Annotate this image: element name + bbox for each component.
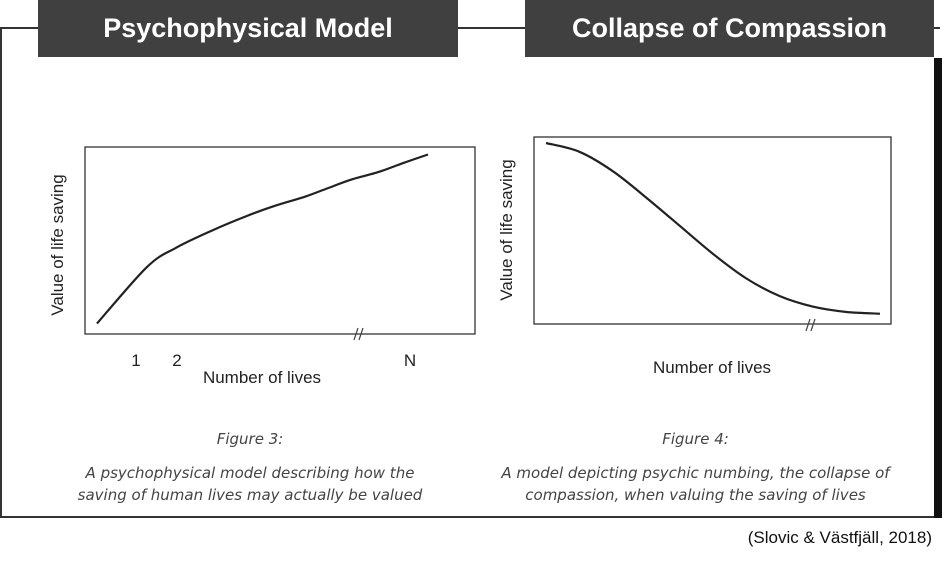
plot-area [84, 146, 476, 335]
x-tick-label: N [404, 351, 416, 370]
figure-3-text-line: saving of human lives may actually be va… [77, 486, 423, 504]
series-line [96, 153, 429, 325]
header-collapse-of-compassion: Collapse of Compassion [525, 0, 934, 57]
y-axis-label: Value of life saving [48, 174, 67, 315]
figure-3-caption: Figure 3: A psychophysical model describ… [50, 428, 450, 506]
axis-break-mark [353, 327, 364, 341]
series-line [545, 141, 881, 315]
citation: (Slovic & Västfjäll, 2018) [747, 528, 932, 547]
x-tick-label: 1 [131, 351, 140, 370]
plot-area [533, 136, 892, 325]
figure-4-caption: Figure 4: A model depicting psychic numb… [488, 428, 903, 506]
figure-3-title: Figure 3: [216, 430, 284, 448]
chart-collapse-of-compassion: Value of life saving Number of lives [497, 136, 892, 377]
x-axis-label: Number of lives [203, 368, 321, 387]
x-axis-label: Number of lives [653, 358, 771, 377]
figure-3-text-line: A psychophysical model describing how th… [85, 464, 415, 482]
x-tick-label: 2 [172, 351, 181, 370]
right-border-bar [934, 58, 942, 518]
figure-4-title: Figure 4: [662, 430, 729, 448]
chart-psychophysical-model: Value of life saving 1 2 N Number of liv… [48, 146, 476, 387]
y-axis-label: Value of life saving [497, 159, 516, 300]
figure-4-text-line: A model depicting psychic numbing, the c… [501, 464, 890, 482]
figure-4-text-line: compassion, when valuing the saving of l… [525, 486, 866, 504]
header-psychophysical-model: Psychophysical Model [38, 0, 458, 57]
content-frame [0, 27, 940, 518]
axis-break-mark [805, 318, 816, 332]
